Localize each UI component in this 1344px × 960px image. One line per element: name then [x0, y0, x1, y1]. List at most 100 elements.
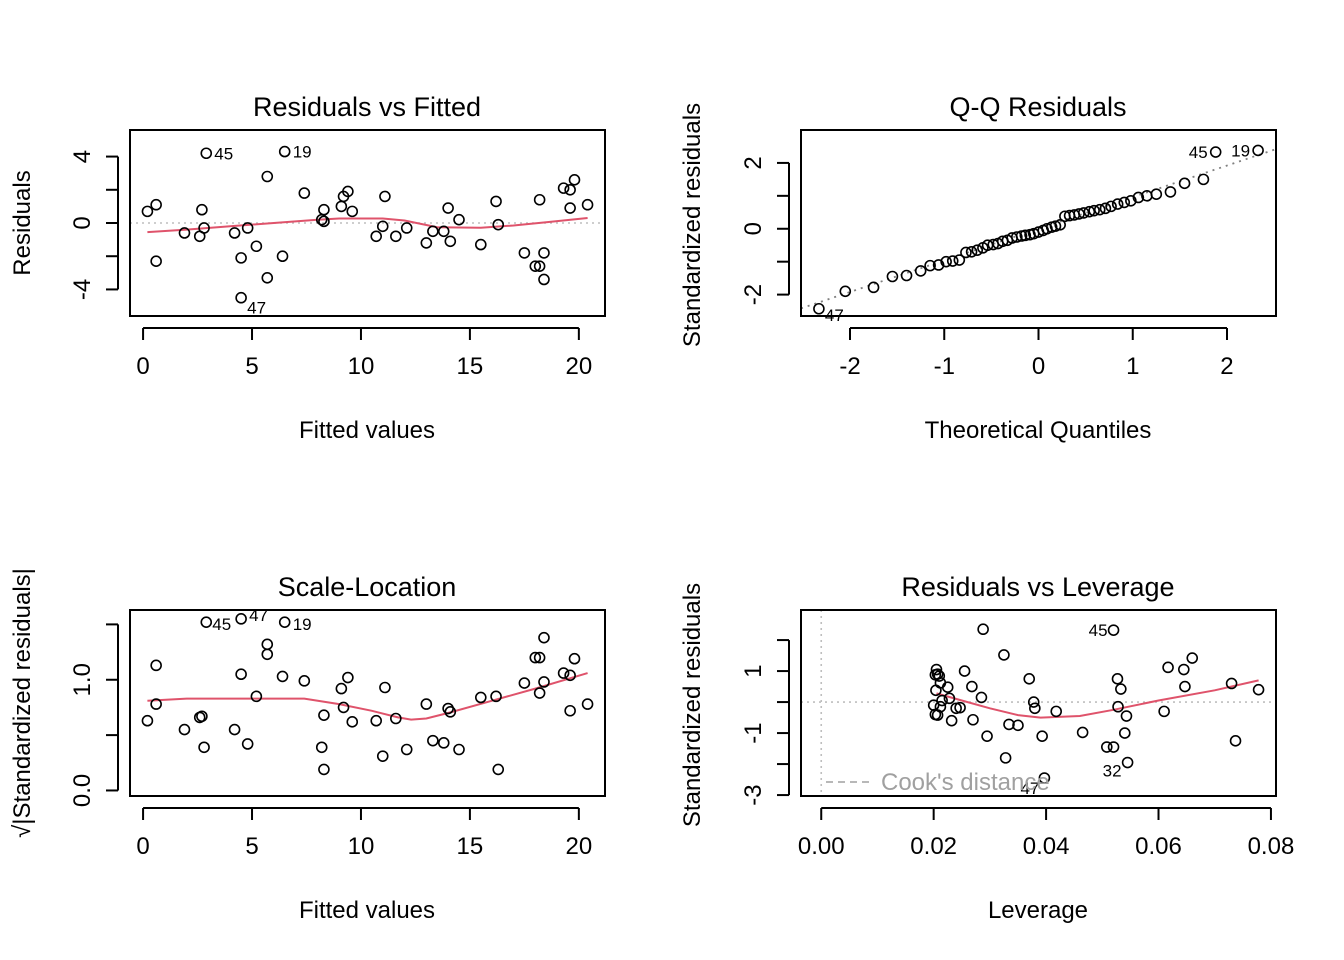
- x-tick-label: 5: [245, 833, 258, 860]
- x-tick-label: 20: [566, 353, 593, 380]
- data-points: [927, 623, 1265, 784]
- y-tick-label: 0.0: [69, 774, 96, 807]
- data-point: [444, 235, 457, 248]
- data-point: [315, 741, 328, 754]
- x-tick-label: 0.04: [1023, 833, 1070, 860]
- data-point: [813, 302, 825, 315]
- data-point: [946, 255, 959, 267]
- data-point: [150, 698, 162, 710]
- y-axis: 0.0 1.0: [69, 623, 119, 807]
- x-axis: 0.00 0.02 0.04 0.06 0.08: [798, 807, 1295, 860]
- data-point: [954, 701, 966, 714]
- y-tick-label: -4: [69, 279, 96, 300]
- x-tick-label: 0.08: [1248, 833, 1295, 860]
- data-point: [953, 254, 966, 266]
- point-label: 19: [293, 615, 312, 634]
- data-point: [376, 750, 389, 762]
- data-point: [1197, 173, 1210, 186]
- data-point: [518, 247, 531, 259]
- y-tick-label: 4: [69, 150, 96, 163]
- data-point: [1229, 735, 1242, 747]
- data-point: [241, 222, 254, 234]
- data-point: [1121, 756, 1134, 769]
- data-point: [453, 743, 465, 756]
- data-point: [1023, 673, 1036, 685]
- data-point: [150, 255, 162, 267]
- data-point: [1011, 231, 1023, 243]
- data-point: [370, 230, 383, 243]
- data-point: [1125, 194, 1137, 207]
- data-point: [346, 205, 359, 218]
- data-point: [250, 690, 263, 703]
- data-point: [564, 183, 576, 196]
- x-tick-label: -2: [839, 353, 860, 380]
- x-axis: 0 5 10 15 20: [136, 327, 593, 380]
- smooth-trend-line: [936, 679, 1259, 719]
- x-axis-label: Fitted values: [299, 417, 435, 444]
- data-point: [557, 667, 570, 679]
- y-tick-label: 1: [740, 664, 767, 677]
- data-point: [370, 714, 383, 727]
- y-tick-label: -2: [740, 284, 767, 305]
- data-point: [936, 694, 948, 707]
- data-point: [945, 714, 958, 727]
- y-axis-label: Standardized residuals: [679, 103, 706, 347]
- data-point: [930, 663, 943, 676]
- x-tick-label: 15: [457, 353, 484, 380]
- data-point: [1099, 202, 1112, 215]
- panel-scale-location: Scale-Location Fitted values √|Standardi…: [9, 568, 606, 924]
- x-axis: -2 -1 0 1 2: [839, 327, 1234, 380]
- data-point: [1029, 702, 1041, 715]
- data-point: [1019, 229, 1032, 242]
- data-point: [1050, 705, 1063, 718]
- x-tick-label: 15: [457, 833, 484, 860]
- data-point: [241, 738, 254, 750]
- data-point: [490, 195, 502, 208]
- x-tick-label: 2: [1220, 353, 1233, 380]
- data-point: [261, 170, 274, 183]
- data-point: [533, 687, 546, 699]
- data-point: [200, 147, 213, 160]
- data-point: [1225, 677, 1238, 690]
- data-point: [1252, 144, 1264, 157]
- x-axis-label: Fitted values: [299, 897, 435, 924]
- data-point: [867, 281, 880, 294]
- data-point: [557, 182, 570, 194]
- data-point: [932, 259, 945, 271]
- x-tick-label: 0.06: [1135, 833, 1182, 860]
- plot-frame: [129, 129, 606, 317]
- y-tick-label: 2: [740, 156, 767, 169]
- data-point: [318, 709, 330, 721]
- data-point: [437, 737, 450, 749]
- data-point: [390, 712, 402, 725]
- y-axis: -4 0 4: [69, 150, 119, 300]
- data-point: [150, 659, 162, 672]
- data-point: [141, 714, 154, 727]
- data-point: [200, 616, 213, 628]
- data-point: [235, 291, 247, 304]
- data-point: [178, 227, 191, 239]
- data-point: [1164, 186, 1177, 198]
- data-point: [235, 668, 247, 681]
- data-point: [900, 269, 913, 282]
- data-point: [1054, 219, 1066, 231]
- data-point: [977, 623, 989, 636]
- smooth-trend-line: [147, 672, 588, 721]
- data-point: [1150, 188, 1163, 200]
- data-point: [442, 202, 454, 214]
- data-point: [427, 225, 439, 238]
- x-tick-label: 1: [1126, 353, 1139, 380]
- data-point: [278, 616, 291, 628]
- data-point: [379, 190, 391, 203]
- data-point: [298, 187, 311, 199]
- data-point: [235, 252, 247, 264]
- data-point: [346, 716, 359, 728]
- data-point: [529, 260, 542, 272]
- x-tick-label: 20: [566, 833, 593, 860]
- data-point: [998, 649, 1010, 661]
- data-point: [1093, 203, 1106, 216]
- data-point: [1105, 200, 1117, 213]
- data-point: [538, 676, 550, 688]
- data-point: [533, 651, 546, 664]
- data-point: [379, 681, 391, 694]
